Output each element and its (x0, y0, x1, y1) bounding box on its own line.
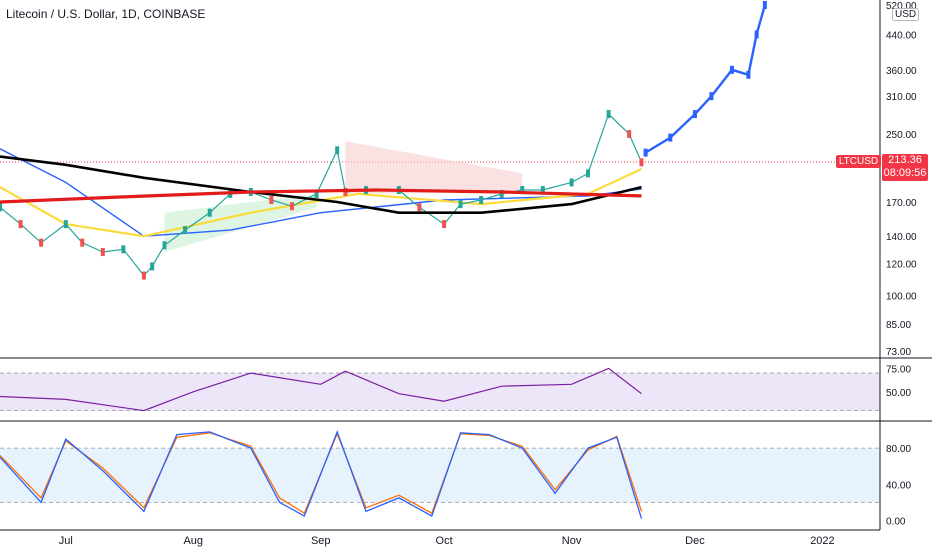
chart-title: Litecoin / U.S. Dollar, 1D, COINBASE (6, 7, 206, 21)
symbol-price-tag: LTCUSD (836, 155, 881, 168)
candle-close-23 (458, 200, 463, 209)
candle-close-0 (0, 203, 2, 212)
candle-close-5 (100, 248, 105, 257)
candle-close-28 (569, 178, 574, 187)
x-tick-Nov: Nov (562, 535, 582, 547)
candle-close-2 (39, 238, 44, 247)
x-tick-Jul: Jul (59, 535, 73, 547)
candle-projection-6 (754, 30, 759, 39)
rsi-band (0, 373, 880, 411)
candle-projection-7 (762, 1, 767, 9)
candle-close-3 (63, 220, 68, 229)
series-projection (644, 4, 767, 154)
series-ma-yellow (0, 168, 642, 238)
candle-close-15 (289, 202, 294, 211)
candle-close-26 (520, 186, 525, 195)
y-tick-main-4: 250.00 (886, 130, 917, 141)
y-tick-main-8: 100.00 (886, 292, 917, 303)
x-tick-Dec: Dec (685, 535, 705, 547)
series-ma-red (0, 188, 642, 204)
y-tick-main-10: 73.00 (886, 347, 911, 358)
currency-badge[interactable]: USD (892, 8, 920, 21)
y-tick-main-2: 360.00 (886, 66, 917, 77)
y-tick-rsi-1: 50.00 (886, 388, 911, 399)
x-tick-2022: 2022 (810, 535, 834, 547)
candle-close-29 (586, 169, 591, 178)
candle-close-6 (121, 245, 126, 254)
candle-projection-2 (692, 110, 697, 119)
y-tick-main-5: 170.00 (886, 198, 917, 209)
candle-close-10 (183, 226, 188, 235)
y-tick-main-3: 310.00 (886, 92, 917, 103)
y-tick-main-7: 120.00 (886, 259, 917, 270)
candle-projection-5 (746, 70, 751, 79)
y-tick-main-0: 520.00 (886, 1, 917, 12)
candle-close-30 (606, 110, 611, 119)
candle-close-27 (540, 186, 545, 195)
candle-close-21 (417, 203, 422, 212)
candle-close-8 (150, 262, 155, 271)
candle-projection-4 (729, 65, 734, 74)
candle-close-25 (499, 189, 504, 198)
candle-close-24 (479, 195, 484, 204)
x-tick-Aug: Aug (183, 535, 203, 547)
candle-projection-3 (709, 92, 714, 101)
candle-close-16 (314, 189, 319, 198)
y-tick-main-1: 440.00 (886, 30, 917, 41)
candle-close-22 (442, 220, 447, 229)
candle-projection-1 (668, 133, 673, 142)
candle-projection-0 (643, 148, 648, 157)
candle-close-32 (639, 158, 644, 167)
y-tick-stoch-1: 40.00 (886, 480, 911, 491)
series-ma-black (0, 155, 642, 214)
candle-close-1 (18, 220, 23, 229)
y-tick-stoch-0: 80.00 (886, 444, 911, 455)
series-stoch-k (0, 430, 643, 519)
bar-countdown: 08:09:56 (883, 167, 927, 179)
cloud-shade-red (345, 141, 523, 194)
candle-close-9 (162, 241, 167, 250)
x-tick-Sep: Sep (311, 535, 331, 547)
last-price-box: 213.36 08:09:56 (882, 154, 928, 181)
series-rsi (0, 367, 642, 412)
candle-close-11 (207, 208, 212, 217)
candle-close-14 (269, 195, 274, 204)
last-price-value: 213.36 (888, 154, 922, 166)
y-tick-main-9: 85.00 (886, 320, 911, 331)
x-tick-Oct: Oct (436, 535, 453, 547)
candle-close-17 (335, 146, 340, 155)
candle-close-4 (80, 238, 85, 247)
candle-close-31 (627, 130, 632, 139)
y-tick-main-6: 140.00 (886, 232, 917, 243)
candle-close-7 (141, 271, 146, 280)
y-tick-stoch-2: 0.00 (886, 516, 906, 527)
y-tick-rsi-0: 75.00 (886, 364, 911, 375)
